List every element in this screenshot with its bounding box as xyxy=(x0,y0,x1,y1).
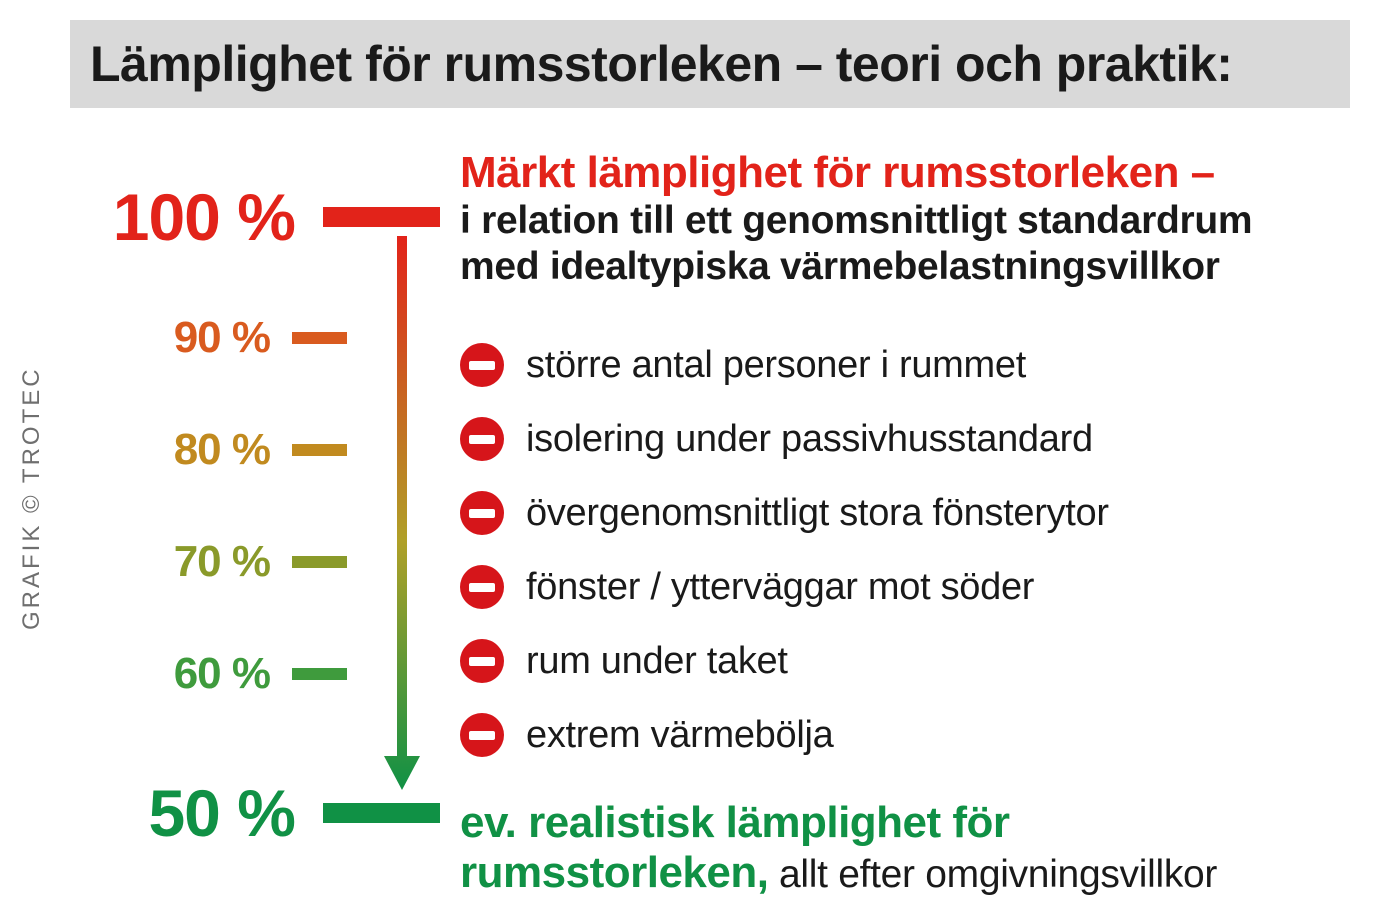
percentage-scale: 100 % 90 % 80 % 70 % 60 % 50 % xyxy=(90,160,440,880)
footer-rest: allt efter omgivningsvillkor xyxy=(768,853,1217,896)
title-bar: Lämplighet för rumsstorleken – teori och… xyxy=(70,20,1350,108)
factor-row: övergenomsnittligt stora fönsterytor xyxy=(460,476,1340,550)
footer-block: ev. realistisk lämplighet förrumsstorlek… xyxy=(460,798,1340,898)
scale-tick xyxy=(292,668,347,680)
scale-row-50: 50 % xyxy=(90,780,440,846)
footer-line-2: rumsstorleken, allt efter omgivningsvill… xyxy=(460,848,1340,898)
footer-green-part2: rumsstorleken, xyxy=(460,848,768,897)
factors-list: större antal personer i rummet isolering … xyxy=(460,328,1340,772)
scale-label: 80 % xyxy=(120,425,270,475)
scale-tick xyxy=(323,207,440,227)
infographic-root: Lämplighet för rumsstorleken – teori och… xyxy=(0,0,1400,920)
factor-row: extrem värmebölja xyxy=(460,698,1340,772)
scale-label: 50 % xyxy=(90,775,295,851)
factor-text: rum under taket xyxy=(526,640,788,683)
scale-tick xyxy=(292,332,347,344)
minus-icon xyxy=(460,417,504,461)
footer-green-part1: ev. realistisk lämplighet för xyxy=(460,798,1340,848)
scale-tick xyxy=(292,444,347,456)
scale-tick xyxy=(323,803,440,823)
factor-text: större antal personer i rummet xyxy=(526,344,1026,387)
scale-row-90: 90 % xyxy=(90,316,440,360)
minus-icon xyxy=(460,713,504,757)
scale-label: 100 % xyxy=(90,179,295,255)
factor-row: större antal personer i rummet xyxy=(460,328,1340,402)
scale-label: 70 % xyxy=(120,537,270,587)
factor-row: rum under taket xyxy=(460,624,1340,698)
scale-label: 90 % xyxy=(120,313,270,363)
factor-text: fönster / ytterväggar mot söder xyxy=(526,566,1034,609)
page-title: Lämplighet för rumsstorleken – teori och… xyxy=(90,35,1232,93)
header-sub-line: i relation till ett genomsnittligt stand… xyxy=(460,198,1340,290)
minus-icon xyxy=(460,639,504,683)
minus-icon xyxy=(460,565,504,609)
scale-row-100: 100 % xyxy=(90,184,440,250)
factor-row: fönster / ytterväggar mot söder xyxy=(460,550,1340,624)
factor-text: extrem värmebölja xyxy=(526,714,833,757)
scale-row-60: 60 % xyxy=(90,652,440,696)
factor-row: isolering under passivhusstandard xyxy=(460,402,1340,476)
minus-icon xyxy=(460,343,504,387)
scale-row-70: 70 % xyxy=(90,540,440,584)
scale-tick xyxy=(292,556,347,568)
credit-vertical: GRAFIK © TROTEC xyxy=(18,366,46,630)
factor-text: isolering under passivhusstandard xyxy=(526,418,1093,461)
factor-text: övergenomsnittligt stora fönsterytor xyxy=(526,492,1109,535)
header-block: Märkt lämplighet för rumsstorleken – i r… xyxy=(460,148,1340,290)
right-column: Märkt lämplighet för rumsstorleken – i r… xyxy=(460,148,1360,888)
minus-icon xyxy=(460,491,504,535)
scale-row-80: 80 % xyxy=(90,428,440,472)
header-red-line: Märkt lämplighet för rumsstorleken – xyxy=(460,148,1340,198)
scale-label: 60 % xyxy=(120,649,270,699)
